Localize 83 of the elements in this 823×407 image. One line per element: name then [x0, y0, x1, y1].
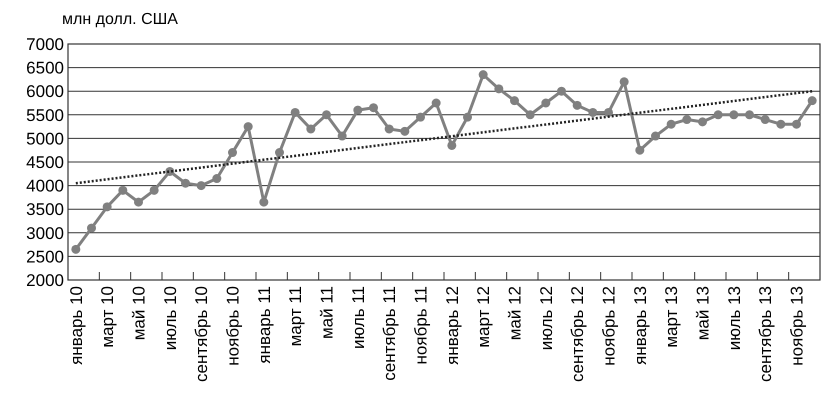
point [557, 86, 566, 96]
x-tick-label: июль 11 [348, 286, 368, 350]
point [526, 110, 535, 120]
x-tick-label: сентябрь 11 [380, 286, 400, 381]
x-tick-label: ноябрь 12 [600, 286, 618, 366]
point [118, 186, 128, 195]
x-tick-label: ноябрь 10 [224, 286, 242, 366]
point [228, 148, 237, 158]
x-tick-label: январь 10 [66, 286, 86, 365]
point [494, 84, 504, 94]
point [212, 174, 222, 184]
point [196, 181, 206, 190]
point [102, 202, 112, 212]
x-tick-label: январь 11 [254, 286, 274, 364]
point [666, 120, 676, 129]
point [808, 96, 817, 106]
point [510, 96, 519, 106]
point [698, 117, 707, 126]
y-axis-title: млн долл. США [62, 11, 178, 28]
point [353, 106, 362, 115]
x-tick-label: май 11 [318, 286, 336, 340]
x-tick-label: июль 10 [160, 286, 180, 350]
point [181, 178, 190, 188]
y-tick-label: 3000 [26, 224, 64, 243]
point [259, 198, 268, 207]
point [416, 112, 425, 122]
point [635, 146, 644, 155]
y-tick-label: 4500 [26, 152, 64, 172]
y-tick-label: 7000 [26, 34, 64, 54]
point [682, 115, 692, 124]
x-tick-label: март 11 [286, 286, 306, 346]
point [792, 120, 801, 129]
x-tick-label: ноябрь 13 [788, 286, 806, 366]
y-tick-label: 2000 [26, 270, 64, 290]
point [604, 108, 613, 117]
x-tick-label: январь 13 [630, 286, 650, 365]
x-tick-label: январь 12 [442, 286, 462, 365]
x-tick-label: сентябрь 12 [568, 286, 588, 382]
x-tick-label: сентябрь 10 [192, 286, 212, 382]
point [447, 140, 456, 150]
x-tick-label: май 13 [694, 286, 712, 340]
point [290, 108, 300, 117]
point [729, 110, 738, 120]
point [87, 224, 96, 233]
point [400, 126, 410, 136]
y-tick-label: 6500 [26, 58, 64, 78]
point [572, 100, 582, 110]
point [541, 98, 550, 108]
point [432, 98, 441, 108]
point [714, 110, 723, 120]
point [244, 122, 253, 132]
point [306, 124, 316, 134]
point [651, 132, 660, 141]
point [369, 103, 378, 112]
x-tick-label: март 10 [98, 286, 118, 348]
point [588, 108, 598, 117]
point [275, 148, 284, 158]
point [760, 115, 770, 124]
point [620, 77, 629, 86]
point [71, 244, 80, 254]
point [478, 70, 488, 80]
point [338, 132, 347, 141]
x-tick-label: сентябрь 13 [756, 286, 776, 382]
point [463, 112, 472, 122]
y-tick-label: 3500 [26, 200, 64, 220]
point [322, 110, 331, 120]
x-tick-label: июль 13 [724, 286, 744, 350]
x-tick-label: март 12 [474, 286, 494, 348]
y-tick-label: 5000 [26, 129, 64, 148]
y-tick-label: 6000 [26, 82, 64, 102]
point [150, 186, 159, 195]
x-tick-label: июль 12 [536, 286, 556, 350]
y-tick-label: 5500 [26, 106, 64, 125]
x-tick-label: март 13 [662, 286, 682, 348]
y-tick-label: 2500 [26, 247, 64, 266]
y-tick-label: 4000 [26, 176, 64, 196]
x-tick-label: май 10 [130, 286, 148, 340]
point [745, 110, 754, 120]
point [134, 198, 143, 207]
x-tick-label: май 12 [506, 286, 524, 340]
x-tick-label: ноябрь 11 [412, 286, 430, 364]
point [384, 124, 394, 134]
point [776, 120, 786, 129]
